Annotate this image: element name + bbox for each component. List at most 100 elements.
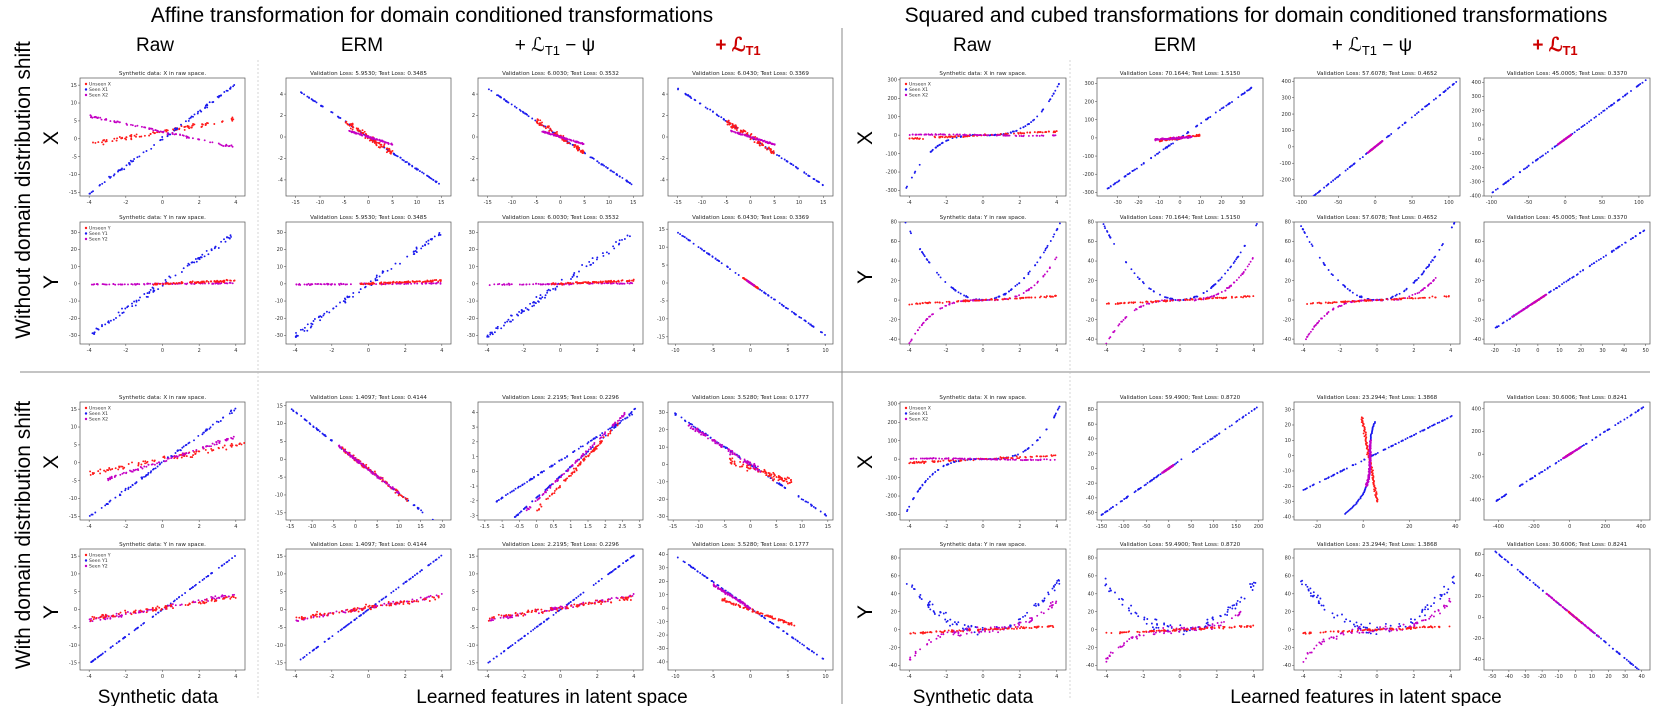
scatter-point <box>173 129 176 132</box>
scatter-point <box>303 329 306 332</box>
scatter-point <box>593 602 596 605</box>
scatter-point <box>203 577 206 580</box>
scatter-point <box>154 467 157 470</box>
scatter-point <box>378 146 381 149</box>
scatter-point <box>339 301 341 304</box>
scatter-point <box>792 164 795 167</box>
scatter-point <box>413 504 416 507</box>
scatter-point <box>573 603 576 606</box>
scatter-point <box>374 603 377 606</box>
scatter-point <box>743 602 746 605</box>
scatter-point <box>101 283 104 286</box>
scatter-point <box>621 415 624 418</box>
scatter-point <box>520 637 523 640</box>
scatter-point <box>192 454 195 457</box>
scatter-point <box>746 608 748 610</box>
scatter-point <box>526 480 529 483</box>
scatter-point <box>432 560 435 563</box>
scatter-point <box>632 593 635 595</box>
scatter-point <box>316 428 319 431</box>
scatter-point <box>794 165 797 168</box>
scatter-point <box>99 183 101 186</box>
scatter-point <box>526 507 529 510</box>
scatter-point <box>547 617 550 620</box>
scatter-point <box>144 460 147 463</box>
scatter-point <box>204 104 207 107</box>
scatter-point <box>547 126 550 129</box>
scatter-point <box>202 447 205 450</box>
scatter-point <box>518 511 521 514</box>
scatter-point <box>733 453 736 455</box>
y-tick-label: -5 <box>470 625 475 631</box>
scatter-point <box>581 151 583 153</box>
scatter-point <box>716 114 719 117</box>
scatter-point <box>131 305 134 308</box>
scatter-point <box>217 439 220 442</box>
scatter-point <box>567 142 570 145</box>
scatter-point <box>184 444 187 447</box>
scatter-point <box>760 139 763 142</box>
scatter-point <box>346 452 349 454</box>
scatter-point <box>538 124 541 127</box>
scatter-point <box>763 468 766 471</box>
scatter-point <box>142 151 145 154</box>
y-tick-label: 4 <box>472 410 475 416</box>
scatter-point <box>231 145 234 148</box>
scatter-point <box>143 283 146 286</box>
scatter-point <box>510 283 513 286</box>
scatter-point <box>214 595 217 598</box>
scatter-point <box>796 167 799 170</box>
scatter-point <box>547 485 550 488</box>
scatter-point <box>556 134 559 137</box>
scatter-point <box>747 463 750 466</box>
scatter-point <box>610 571 613 573</box>
scatter-point <box>199 281 202 284</box>
scatter-point <box>390 604 393 607</box>
scatter-point <box>349 127 352 130</box>
scatter-point <box>378 477 381 480</box>
scatter-point <box>133 158 136 160</box>
scatter-point <box>394 281 397 284</box>
scatter-point <box>778 302 781 305</box>
scatter-point <box>379 143 382 146</box>
scatter-point <box>178 454 181 457</box>
scatter-point <box>175 455 178 458</box>
x-tick-label: 5 <box>775 524 778 530</box>
x-tick-label: 5 <box>376 524 379 530</box>
scatter-point <box>383 281 386 284</box>
scatter-point <box>123 168 126 171</box>
scatter-point <box>567 282 570 285</box>
y-tick-label: -10 <box>69 496 77 502</box>
scatter-point <box>296 334 298 337</box>
scatter-point <box>611 170 614 173</box>
scatter-point <box>394 262 397 265</box>
scatter-point <box>518 283 521 286</box>
scatter-point <box>200 126 203 128</box>
scatter-point <box>607 252 610 255</box>
y-tick-label: -2 <box>660 156 665 162</box>
scatter-point <box>620 279 623 282</box>
scatter-point <box>406 600 409 603</box>
scatter-point <box>692 425 695 428</box>
scatter-point <box>420 247 423 250</box>
scatter-point <box>393 153 396 155</box>
scatter-point <box>544 283 547 286</box>
scatter-point <box>323 640 326 643</box>
series-seen2 <box>687 423 762 473</box>
scatter-point <box>198 256 201 259</box>
scatter-point <box>148 292 151 294</box>
scatter-point <box>335 305 338 308</box>
scatter-point <box>743 458 746 461</box>
scatter-point <box>202 431 205 434</box>
scatter-point <box>191 261 194 264</box>
scatter-point <box>798 641 801 644</box>
scatter-point <box>390 591 393 594</box>
scatter-point <box>601 601 604 604</box>
scatter-point <box>381 480 384 483</box>
scatter-point <box>803 644 805 647</box>
x-tick-label: 0 <box>161 524 164 530</box>
scatter-point <box>582 453 585 456</box>
scatter-point <box>427 239 430 242</box>
scatter-point <box>549 485 552 488</box>
scatter-point <box>145 461 148 464</box>
